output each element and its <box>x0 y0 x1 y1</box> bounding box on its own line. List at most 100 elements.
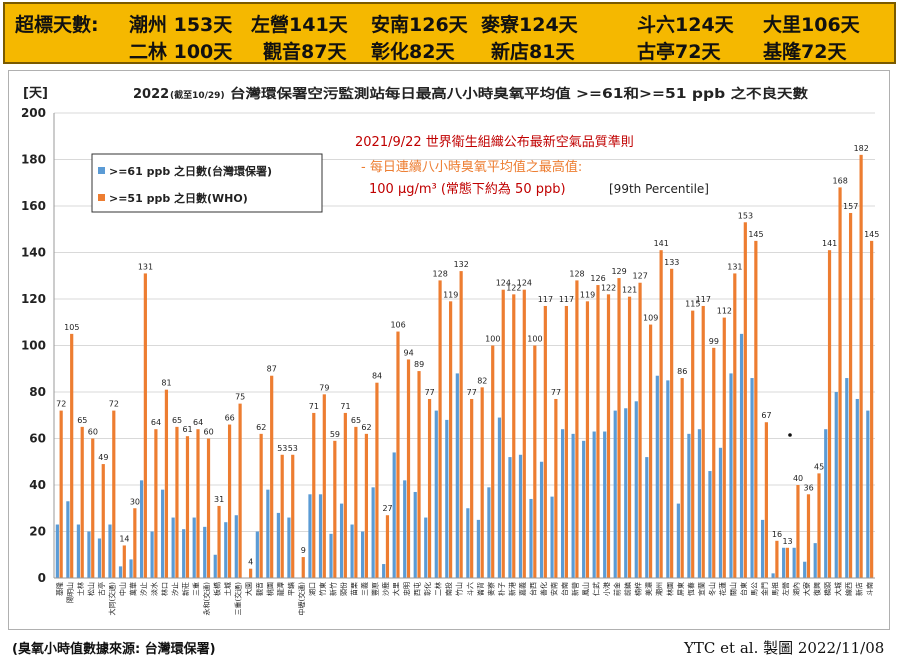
bar-who61 <box>782 547 786 578</box>
who-percentile: [99th Percentile] <box>609 182 709 196</box>
data-label: 60 <box>88 428 98 437</box>
x-tick-label: 冬山 <box>707 582 716 596</box>
x-tick-label: 關山 <box>728 582 737 596</box>
x-tick-label: 安南 <box>549 582 558 596</box>
banner-item: 潮州 153天 <box>129 14 233 36</box>
y-tick-label: 140 <box>21 246 46 260</box>
bar-who51 <box>543 305 547 578</box>
x-tick-label: 湖口 <box>307 582 316 596</box>
data-label: 53 <box>288 444 298 453</box>
data-label: 14 <box>119 534 129 543</box>
x-tick-label: 林園 <box>665 582 674 596</box>
bar-who61 <box>655 375 659 578</box>
bar-who61 <box>213 554 217 578</box>
bar-who61 <box>571 433 575 578</box>
banner-item: 古亭72天 <box>637 41 721 63</box>
bar-who51 <box>133 508 137 578</box>
data-label: 65 <box>351 416 361 425</box>
data-label: 62 <box>256 423 266 432</box>
bar-who51 <box>480 387 484 578</box>
bar-who51 <box>354 426 358 578</box>
y-tick-label: 60 <box>29 432 46 446</box>
x-tick-label: 南投 <box>444 582 453 596</box>
bar-who61 <box>508 457 512 578</box>
bar-who51 <box>627 296 632 578</box>
bar-who51 <box>827 250 832 579</box>
y-tick-label: 100 <box>21 339 46 353</box>
chart-title-year: 2022 <box>133 87 169 102</box>
x-tick-label: 頭份 <box>339 582 348 596</box>
x-tick-label: 三重(交通) <box>234 582 243 616</box>
bar-who61 <box>76 524 81 578</box>
banner-item: 左營141天 <box>251 14 348 36</box>
data-label: 49 <box>98 453 108 462</box>
bar-who61 <box>613 410 617 578</box>
bar-who51 <box>491 345 495 578</box>
data-label: 71 <box>309 402 319 411</box>
y-tick-label: 40 <box>29 478 46 492</box>
bar-who51 <box>322 394 326 578</box>
x-tick-label: 平鎮 <box>286 582 295 596</box>
x-tick-label: 大同(交通) <box>107 582 116 616</box>
x-tick-label: 湖內 <box>792 582 801 596</box>
bar-who61 <box>192 517 196 578</box>
data-label: 145 <box>864 230 879 239</box>
x-tick-label: 馬祖 <box>771 582 780 596</box>
bar-who61 <box>403 480 407 578</box>
x-tick-label: 汐止 <box>171 582 180 596</box>
bar-who61 <box>771 573 775 578</box>
data-label: 141 <box>654 239 669 248</box>
bar-who51 <box>701 305 705 578</box>
y-tick-label: 0 <box>38 571 46 585</box>
bar-who51 <box>301 557 305 578</box>
who-title: 2021/9/22 世界衛生組織公布最新空氣品質準則 <box>355 134 634 150</box>
data-label: 9 <box>301 546 306 555</box>
data-label: 119 <box>443 290 458 299</box>
bar-who61 <box>150 531 154 578</box>
data-label: 100 <box>527 335 542 344</box>
bar-who61 <box>413 491 417 578</box>
data-label: 27 <box>382 504 392 513</box>
x-tick-label: 觀音 <box>255 582 264 596</box>
bars-group: 7210565604972143013164816561646031667546… <box>55 144 879 579</box>
bar-who51 <box>227 424 232 578</box>
banner-item: 大里106天 <box>763 14 860 36</box>
bar-who51 <box>70 333 74 578</box>
bar-who61 <box>55 524 59 578</box>
data-label: 124 <box>496 279 511 288</box>
bar-who61 <box>676 503 680 578</box>
x-tick-label: 中山 <box>118 582 127 596</box>
data-label: 168 <box>833 176 848 185</box>
bar-who51 <box>396 331 400 578</box>
data-label: 71 <box>340 402 350 411</box>
bar-who51 <box>364 433 369 578</box>
x-tick-label: 汐止 <box>139 582 148 596</box>
bar-who61 <box>739 333 744 578</box>
data-label: 94 <box>404 348 414 357</box>
x-tick-label: 松山 <box>86 582 95 596</box>
stray-dot <box>788 433 792 437</box>
data-label: 133 <box>664 258 679 267</box>
x-tick-label: 金門 <box>760 582 769 596</box>
x-tick-label: 楠梓 <box>634 582 643 596</box>
x-tick-label: 屏東 <box>676 582 685 596</box>
bar-who61 <box>329 533 333 578</box>
bar-who51 <box>196 429 200 578</box>
bar-who51 <box>638 282 642 578</box>
x-axis: 基隆 陽明山 士林 松山 古亭 大同(交通) 中山 萬華 汐止 淡水 林口 汐止 新莊 三重 永和(交通) 板… <box>54 577 875 616</box>
bar-who61 <box>497 417 502 578</box>
data-label: 79 <box>319 383 329 392</box>
data-label: 145 <box>748 230 763 239</box>
x-tick-label: 大里 <box>392 582 401 596</box>
x-tick-label: 大園 <box>244 582 253 596</box>
x-tick-label: 前鎮 <box>623 582 632 596</box>
legend-box <box>91 153 323 213</box>
bar-who61 <box>518 454 523 578</box>
data-label: 117 <box>696 295 711 304</box>
bar-who61 <box>560 429 565 578</box>
x-tick-label: 宜蘭 <box>697 582 706 596</box>
bar-who61 <box>392 452 396 578</box>
bar-who51 <box>417 371 421 578</box>
bar-who61 <box>634 401 638 578</box>
bar-who51 <box>659 250 663 579</box>
